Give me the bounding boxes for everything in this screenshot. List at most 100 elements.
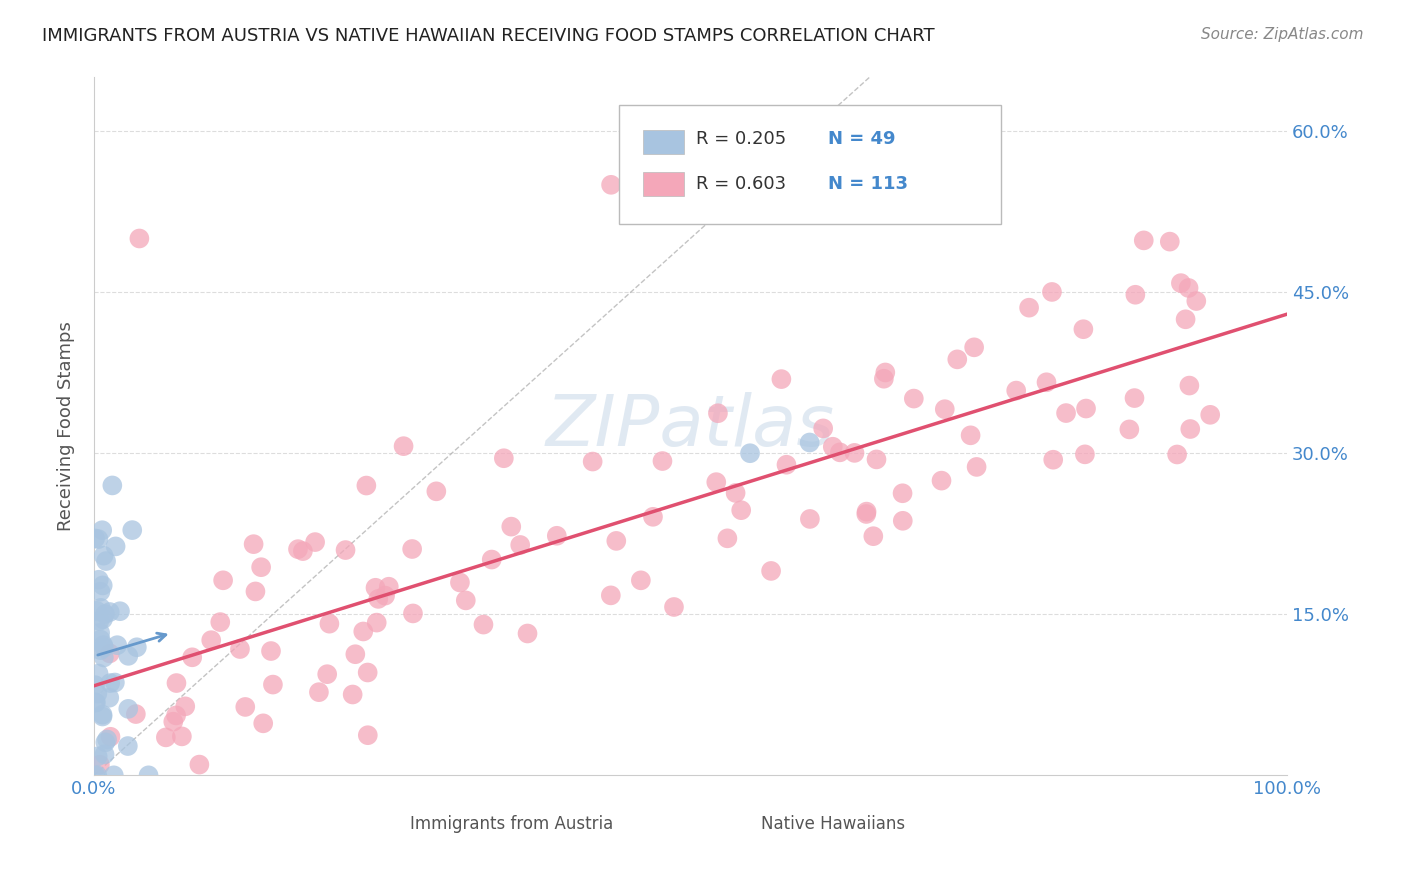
Point xyxy=(84,532,107,546)
Point xyxy=(356,478,378,492)
Point xyxy=(318,616,340,631)
Point xyxy=(260,644,283,658)
Point xyxy=(94,607,117,621)
Point xyxy=(91,638,114,652)
Point xyxy=(104,675,127,690)
Point xyxy=(212,574,235,588)
Point xyxy=(641,509,664,524)
Point xyxy=(799,435,821,450)
Point xyxy=(1125,287,1147,301)
Point xyxy=(1166,448,1188,462)
Point xyxy=(87,573,110,587)
Point xyxy=(252,716,274,731)
Point xyxy=(401,541,423,556)
Point xyxy=(138,768,160,782)
Point xyxy=(844,446,866,460)
Point xyxy=(98,646,121,660)
Point xyxy=(166,676,188,690)
Point xyxy=(1123,391,1146,405)
Point xyxy=(308,685,330,699)
Point xyxy=(98,605,121,619)
Point xyxy=(104,540,127,554)
Point xyxy=(86,687,108,701)
Point xyxy=(492,451,515,466)
Point xyxy=(546,529,568,543)
Point xyxy=(188,757,211,772)
Point xyxy=(855,505,877,519)
Point xyxy=(449,575,471,590)
Point xyxy=(1177,281,1199,295)
Point xyxy=(155,731,177,745)
Point xyxy=(87,666,110,681)
Point xyxy=(87,532,110,546)
Point xyxy=(121,523,143,537)
Point xyxy=(828,445,851,459)
Point xyxy=(352,624,374,639)
Point xyxy=(481,552,503,566)
Point xyxy=(963,340,986,354)
Point xyxy=(367,591,389,606)
Point xyxy=(84,696,107,710)
Point xyxy=(865,452,887,467)
Point xyxy=(891,486,914,500)
Text: Native Hawaiians: Native Hawaiians xyxy=(762,815,905,833)
FancyBboxPatch shape xyxy=(643,129,685,154)
Point xyxy=(117,702,139,716)
Point xyxy=(1073,322,1095,336)
Point xyxy=(366,615,388,630)
Point xyxy=(903,392,925,406)
Point xyxy=(934,402,956,417)
Point xyxy=(759,564,782,578)
FancyBboxPatch shape xyxy=(733,817,768,835)
Point xyxy=(1005,384,1028,398)
Point xyxy=(1159,235,1181,249)
Point xyxy=(86,749,108,764)
Text: N = 49: N = 49 xyxy=(828,130,896,148)
Point xyxy=(1174,312,1197,326)
Point xyxy=(704,475,727,490)
Text: Source: ZipAtlas.com: Source: ZipAtlas.com xyxy=(1201,27,1364,42)
Point xyxy=(125,640,148,655)
Point xyxy=(90,600,112,615)
Point xyxy=(775,458,797,472)
Point xyxy=(291,544,314,558)
Point xyxy=(873,372,896,386)
Point xyxy=(86,768,108,782)
Point xyxy=(245,584,267,599)
Point xyxy=(174,699,197,714)
Point xyxy=(262,677,284,691)
Point xyxy=(165,708,187,723)
Point xyxy=(304,535,326,549)
FancyBboxPatch shape xyxy=(643,171,685,196)
Point xyxy=(93,640,115,655)
Point xyxy=(730,503,752,517)
Point xyxy=(181,650,204,665)
Point xyxy=(101,478,124,492)
Text: N = 113: N = 113 xyxy=(828,175,907,193)
Text: ZIPatlas: ZIPatlas xyxy=(546,392,835,461)
Point xyxy=(89,584,111,599)
Point xyxy=(799,512,821,526)
Point xyxy=(200,633,222,648)
Point xyxy=(770,372,793,386)
Point xyxy=(335,543,357,558)
Point xyxy=(117,739,139,753)
Point xyxy=(392,439,415,453)
Point xyxy=(100,730,122,744)
Point xyxy=(91,709,114,723)
Point xyxy=(425,484,447,499)
Point xyxy=(96,732,118,747)
Point xyxy=(357,665,380,680)
Point xyxy=(862,529,884,543)
Text: R = 0.205: R = 0.205 xyxy=(696,130,786,148)
Point xyxy=(1199,408,1222,422)
FancyBboxPatch shape xyxy=(416,817,451,835)
Point xyxy=(1185,293,1208,308)
Point xyxy=(662,599,685,614)
Point xyxy=(94,735,117,749)
Point xyxy=(89,757,111,772)
Point xyxy=(1118,422,1140,436)
Point xyxy=(342,688,364,702)
Point xyxy=(364,581,387,595)
Point xyxy=(1018,301,1040,315)
